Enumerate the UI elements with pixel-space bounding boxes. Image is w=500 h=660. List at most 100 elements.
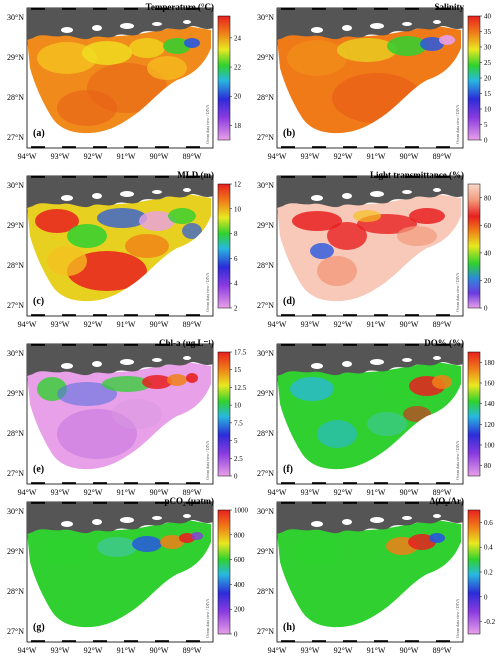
ocean-field	[27, 194, 211, 302]
y-tick-label: 29°N	[7, 389, 24, 398]
colorbar-tick-label: -0.2	[484, 618, 496, 626]
map-panel-1: 94°W 93°W 92°W 91°W 90°W 89°W 30°N 29°N 28°N 27°N…	[7, 2, 241, 161]
y-tick-label: 30°N	[257, 349, 274, 358]
colorbar-tick-label: 400	[234, 581, 245, 589]
x-tick-label: 93°W	[301, 152, 320, 161]
y-tick-label: 30°N	[7, 507, 24, 516]
y-tick-label: 29°N	[7, 547, 24, 556]
colorbar-tick-label: 15	[234, 366, 242, 374]
colorbar-tick-label: 15	[484, 90, 492, 98]
colorbar-tick-label: 200	[234, 606, 245, 614]
colorbar-tick-label: 2	[234, 305, 238, 313]
colorbar-tick-label: 600	[234, 556, 245, 564]
colorbar-tick-label: 0.4	[484, 544, 493, 552]
x-tick-label: 91°W	[117, 646, 136, 655]
ocean-field	[27, 26, 211, 134]
y-tick-label: 28°N	[257, 261, 274, 270]
x-tick-label: 92°W	[84, 152, 103, 161]
y-tick-label: 28°N	[257, 93, 274, 102]
colorbar-tick-label: 24	[234, 34, 242, 42]
colorbar	[217, 183, 231, 309]
panel-letter: (a)	[33, 128, 45, 139]
colorbar-tick-label: 0	[484, 593, 488, 601]
x-tick-label: 93°W	[51, 488, 70, 497]
x-tick-label: 92°W	[84, 320, 103, 329]
y-tick-label: 28°N	[7, 261, 24, 270]
panel-letter: (f)	[283, 464, 293, 475]
colorbar-tick-label: 25	[484, 59, 492, 67]
colorbar-tick-label: 12	[234, 181, 242, 189]
land-mass	[27, 176, 213, 208]
colorbar-tick-label: 10	[234, 402, 242, 410]
x-tick-label: 89°W	[433, 488, 452, 497]
y-tick-label: 28°N	[257, 587, 274, 596]
x-tick-label: 90°W	[150, 320, 169, 329]
colorbar-tick-label: 0.6	[484, 519, 493, 527]
y-tick-label: 27°N	[7, 301, 24, 310]
colorbar-tick-label: 7.5	[234, 419, 243, 427]
colorbar-tick-label: 40	[484, 249, 492, 257]
y-tick-label: 27°N	[257, 469, 274, 478]
x-tick-label: 94°W	[268, 152, 287, 161]
land-mass	[277, 502, 463, 534]
colorbar-tick-label: 80	[484, 194, 492, 202]
panel-letter: (d)	[283, 296, 295, 307]
y-tick-label: 29°N	[257, 547, 274, 556]
x-tick-label: 91°W	[117, 152, 136, 161]
colorbar-tick-label: 140	[484, 400, 495, 408]
y-tick-label: 28°N	[7, 429, 24, 438]
colorbar-tick-label: 100	[484, 442, 495, 450]
panel-letter: (c)	[33, 296, 44, 307]
land-mass	[27, 502, 213, 534]
map-panel-5: 94°W 93°W 92°W 91°W 90°W 89°W 30°N 29°N 28°N 27°N…	[7, 338, 247, 497]
map-panel-6: 94°W 93°W 92°W 91°W 90°W 89°W 30°N 29°N 28°N 27°N…	[257, 338, 495, 497]
y-tick-label: 30°N	[257, 507, 274, 516]
colorbar-tick-label: 0	[234, 631, 238, 639]
y-tick-label: 30°N	[7, 181, 24, 190]
colorbar	[217, 15, 231, 141]
x-tick-label: 93°W	[301, 646, 320, 655]
colorbar	[467, 509, 481, 635]
x-tick-label: 91°W	[367, 320, 386, 329]
x-tick-label: 94°W	[18, 320, 37, 329]
x-tick-label: 91°W	[367, 488, 386, 497]
x-tick-label: 92°W	[84, 646, 103, 655]
x-tick-label: 93°W	[51, 646, 70, 655]
colorbar-tick-label: 1000	[234, 507, 249, 515]
map-panel-7: 94°W 93°W 92°W 91°W 90°W 89°W 30°N 29°N 28°N 27°N…	[7, 496, 248, 655]
y-tick-label: 30°N	[7, 349, 24, 358]
x-tick-label: 91°W	[367, 646, 386, 655]
panel-title: Temperature (°C)	[146, 2, 214, 12]
panel-letter: (h)	[283, 622, 295, 633]
x-tick-label: 91°W	[117, 320, 136, 329]
colorbar-tick-label: 35	[484, 28, 492, 36]
colorbar-tick-label: 800	[234, 531, 245, 539]
colorbar-tick-label: 10	[234, 205, 242, 213]
panel-letter: (g)	[33, 622, 45, 633]
x-tick-label: 92°W	[84, 488, 103, 497]
colorbar-tick-label: 40	[484, 13, 492, 21]
colorbar-tick-label: 20	[484, 75, 492, 83]
land-mass	[277, 176, 463, 208]
x-tick-label: 92°W	[334, 152, 353, 161]
colorbar-tick-label: 180	[484, 359, 495, 367]
colorbar-tick-label: 2.5	[234, 455, 243, 463]
y-tick-label: 27°N	[257, 627, 274, 636]
colorbar	[467, 183, 481, 309]
x-tick-label: 94°W	[268, 646, 287, 655]
x-tick-label: 94°W	[268, 488, 287, 497]
x-tick-label: 91°W	[117, 488, 136, 497]
x-tick-label: 92°W	[334, 488, 353, 497]
colorbar-tick-label: 80	[484, 462, 492, 470]
x-tick-label: 89°W	[183, 320, 202, 329]
odv-watermark: Ocean data view / DIVA	[205, 273, 210, 312]
colorbar-tick-label: 6	[234, 255, 238, 263]
colorbar-tick-label: 18	[234, 122, 242, 130]
y-tick-label: 29°N	[7, 221, 24, 230]
colorbar-tick-label: 22	[234, 64, 242, 72]
x-tick-label: 90°W	[150, 488, 169, 497]
panel-title: Chl-a (ug L⁻¹)	[159, 338, 214, 348]
map-panel-4: 94°W 93°W 92°W 91°W 90°W 89°W 30°N 29°N 28°N 27°N…	[257, 170, 491, 329]
odv-watermark: Ocean data view / DIVA	[455, 273, 460, 312]
panel-title: Δ(O₂/Ar)	[430, 496, 464, 506]
